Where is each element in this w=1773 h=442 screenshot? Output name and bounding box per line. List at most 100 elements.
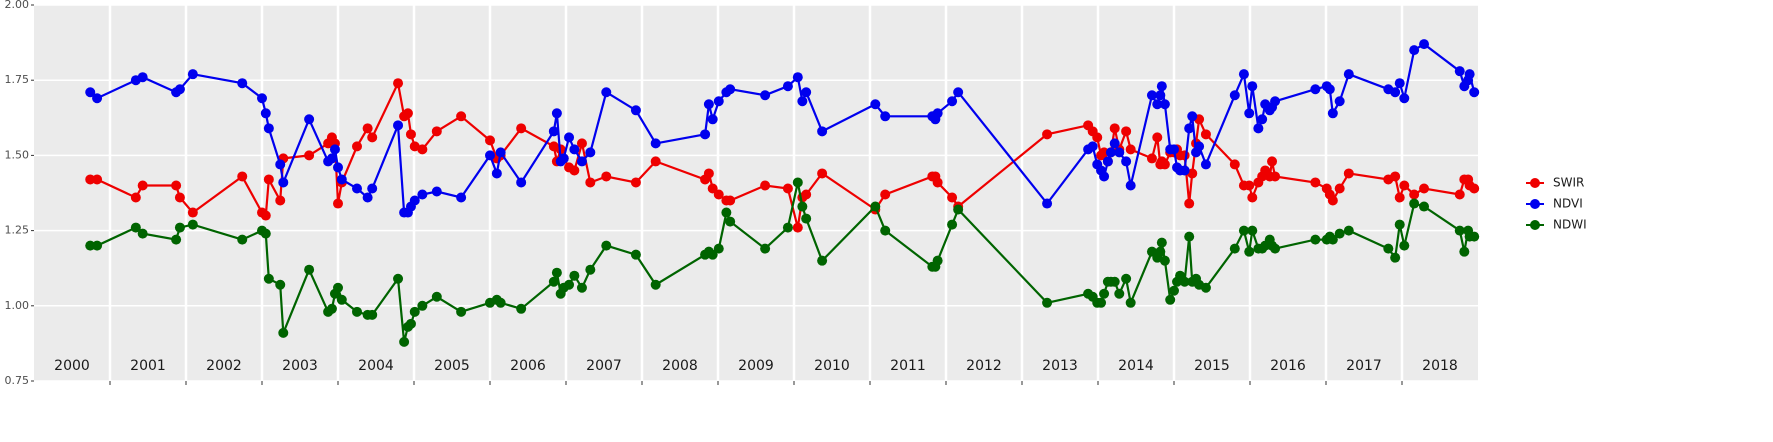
data-point	[456, 306, 467, 317]
data-point	[1159, 99, 1170, 110]
data-point	[1152, 99, 1163, 110]
year-label: 2010	[814, 358, 850, 374]
year-label: 2001	[130, 358, 166, 374]
data-point	[402, 108, 413, 119]
data-point	[725, 216, 736, 227]
data-point	[431, 186, 442, 197]
data-point	[1419, 201, 1430, 212]
data-point	[1270, 171, 1281, 182]
data-point	[1394, 192, 1405, 203]
data-point	[1327, 234, 1338, 245]
data-point	[703, 168, 714, 179]
data-point	[932, 108, 943, 119]
data-point	[367, 132, 378, 143]
data-point	[713, 189, 724, 200]
data-point	[405, 318, 416, 329]
data-point	[797, 96, 808, 107]
data-point	[650, 279, 661, 290]
data-point	[548, 126, 559, 137]
data-point	[1187, 168, 1198, 179]
data-point	[336, 294, 347, 305]
data-point	[326, 303, 337, 314]
data-point	[1125, 297, 1136, 308]
data-point	[1310, 177, 1321, 188]
data-point	[870, 99, 881, 110]
data-point	[237, 171, 248, 182]
data-point	[792, 72, 803, 83]
data-point	[576, 156, 587, 167]
data-point	[137, 228, 148, 239]
data-point	[1334, 228, 1345, 239]
data-point	[932, 177, 943, 188]
data-point	[1121, 156, 1132, 167]
data-point	[1270, 243, 1281, 254]
data-point	[336, 174, 347, 185]
data-point	[1454, 225, 1465, 236]
data-point	[333, 198, 343, 209]
panel	[34, 5, 1478, 381]
year-label: 2003	[282, 358, 318, 374]
data-point	[399, 336, 410, 347]
data-point	[725, 195, 736, 206]
year-label: 2005	[434, 358, 470, 374]
data-point	[137, 72, 148, 83]
data-point	[782, 81, 793, 92]
data-point	[1092, 132, 1103, 143]
data-point	[174, 192, 185, 203]
data-point	[630, 249, 641, 260]
year-label: 2009	[738, 358, 774, 374]
data-point	[548, 276, 559, 287]
data-point	[187, 207, 198, 218]
data-point	[333, 162, 343, 173]
data-point	[1169, 285, 1179, 296]
data-point	[1152, 132, 1163, 143]
data-point	[1343, 225, 1354, 236]
legend-label: SWIR	[1553, 176, 1584, 190]
legend-label: NDVI	[1553, 197, 1583, 211]
data-point	[1042, 297, 1053, 308]
data-point	[1394, 78, 1405, 89]
data-point	[187, 69, 198, 80]
data-point	[263, 123, 274, 134]
data-point	[393, 273, 404, 284]
data-point	[760, 90, 771, 101]
data-point	[817, 255, 828, 266]
data-point	[585, 264, 596, 275]
data-point	[1390, 252, 1401, 263]
data-point	[1229, 243, 1240, 254]
year-label: 2004	[358, 358, 394, 374]
data-point	[263, 174, 274, 185]
data-point	[1334, 183, 1345, 194]
data-point	[495, 147, 506, 158]
data-point	[417, 300, 428, 311]
data-point	[187, 219, 198, 230]
data-point	[564, 279, 575, 290]
data-point	[1156, 81, 1167, 92]
data-point	[393, 78, 404, 89]
data-point	[1267, 156, 1278, 167]
data-point	[1343, 69, 1354, 80]
data-point	[304, 150, 315, 161]
data-point	[650, 156, 661, 167]
data-point	[1469, 183, 1480, 194]
data-point	[174, 222, 185, 233]
year-label: 2000	[54, 358, 90, 374]
data-point	[1238, 225, 1249, 236]
data-point	[1184, 123, 1195, 134]
data-point	[801, 87, 812, 98]
data-point	[1399, 180, 1410, 191]
data-point	[782, 183, 793, 194]
data-point	[569, 144, 580, 155]
data-point	[362, 123, 373, 134]
data-point	[1327, 108, 1338, 119]
data-point	[1399, 240, 1410, 251]
y-tick-label: 2.00	[5, 0, 30, 11]
data-point	[352, 141, 362, 152]
data-point	[601, 171, 612, 182]
legend-key	[1530, 178, 1540, 188]
data-point	[564, 132, 575, 143]
year-label: 2006	[510, 358, 546, 374]
data-point	[1184, 231, 1195, 242]
data-point	[707, 249, 718, 260]
data-point	[352, 306, 362, 317]
